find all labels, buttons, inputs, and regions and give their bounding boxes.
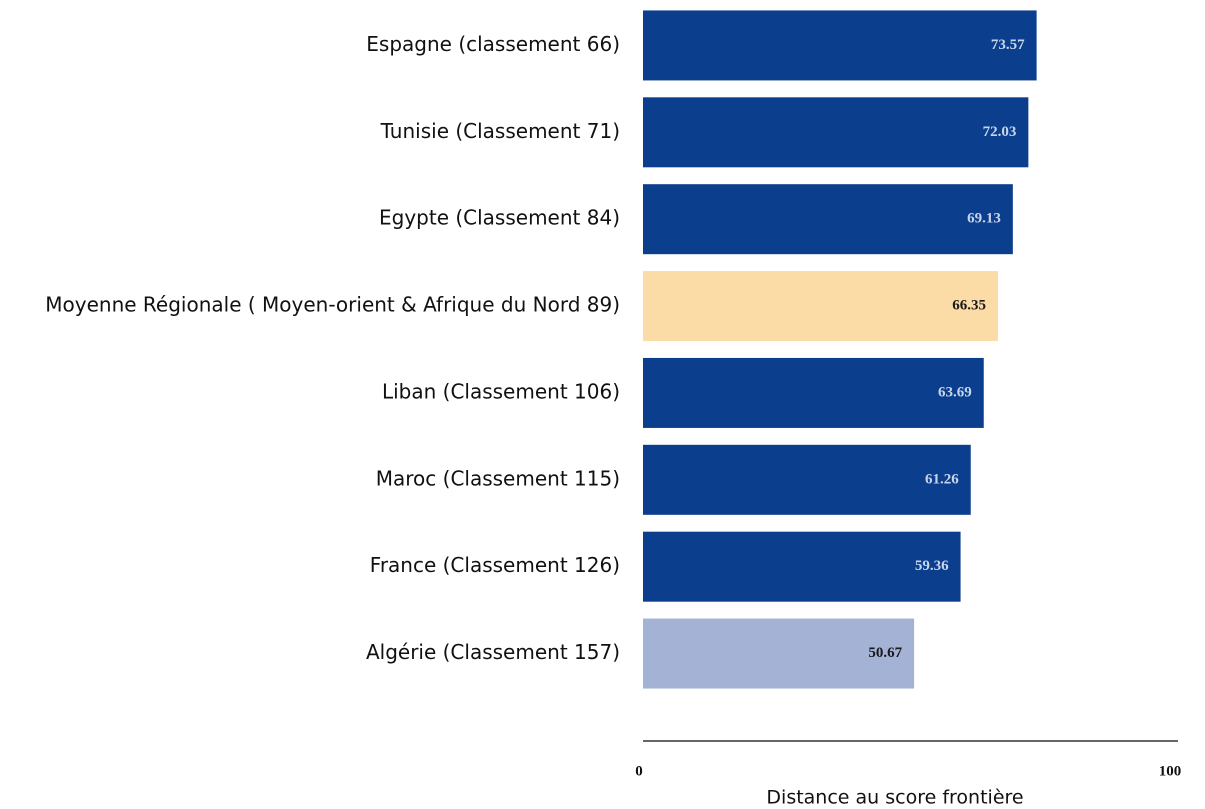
category-label: Tunisie (Classement 71) bbox=[380, 119, 620, 143]
bar bbox=[643, 357, 984, 428]
category-label: Maroc (Classement 115) bbox=[376, 466, 620, 490]
value-label: 61.26 bbox=[925, 471, 959, 487]
category-label: Moyenne Régionale ( Moyen-orient & Afriq… bbox=[45, 293, 620, 317]
x-tick-label: 0 bbox=[635, 763, 643, 779]
category-label: Liban (Classement 106) bbox=[382, 379, 620, 403]
value-label: 73.57 bbox=[991, 37, 1025, 53]
bar bbox=[643, 618, 915, 689]
bar bbox=[643, 184, 1013, 255]
x-tick-label: 100 bbox=[1159, 763, 1182, 779]
bar bbox=[643, 531, 961, 602]
value-label: 59.36 bbox=[915, 558, 949, 574]
value-label: 69.13 bbox=[967, 211, 1001, 227]
value-label: 72.03 bbox=[983, 124, 1017, 140]
category-label: Egypte (Classement 84) bbox=[379, 206, 620, 230]
value-label: 63.69 bbox=[938, 384, 972, 400]
x-axis-label: Distance au score frontière bbox=[766, 787, 1023, 809]
bar bbox=[643, 10, 1037, 81]
bar bbox=[643, 97, 1029, 168]
category-label: Espagne (classement 66) bbox=[366, 32, 620, 56]
value-label: 66.35 bbox=[952, 298, 986, 314]
category-label: France (Classement 126) bbox=[370, 553, 620, 577]
bar bbox=[643, 444, 971, 515]
value-label: 50.67 bbox=[868, 645, 902, 661]
bar bbox=[643, 271, 998, 342]
category-label: Algérie (Classement 157) bbox=[366, 640, 620, 664]
